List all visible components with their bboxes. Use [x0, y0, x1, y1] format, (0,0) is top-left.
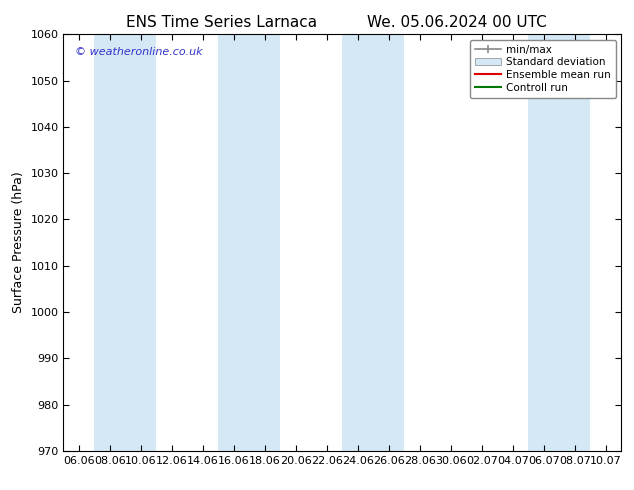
Bar: [342, 34, 373, 451]
Text: We. 05.06.2024 00 UTC: We. 05.06.2024 00 UTC: [366, 15, 547, 30]
Text: © weatheronline.co.uk: © weatheronline.co.uk: [75, 47, 202, 57]
Y-axis label: Surface Pressure (hPa): Surface Pressure (hPa): [12, 172, 25, 314]
Text: ENS Time Series Larnaca: ENS Time Series Larnaca: [126, 15, 318, 30]
Bar: [528, 34, 559, 451]
Bar: [559, 34, 590, 451]
Bar: [373, 34, 404, 451]
Bar: [94, 34, 126, 451]
Bar: [218, 34, 249, 451]
Legend: min/max, Standard deviation, Ensemble mean run, Controll run: min/max, Standard deviation, Ensemble me…: [470, 40, 616, 98]
Bar: [126, 34, 157, 451]
Bar: [249, 34, 280, 451]
